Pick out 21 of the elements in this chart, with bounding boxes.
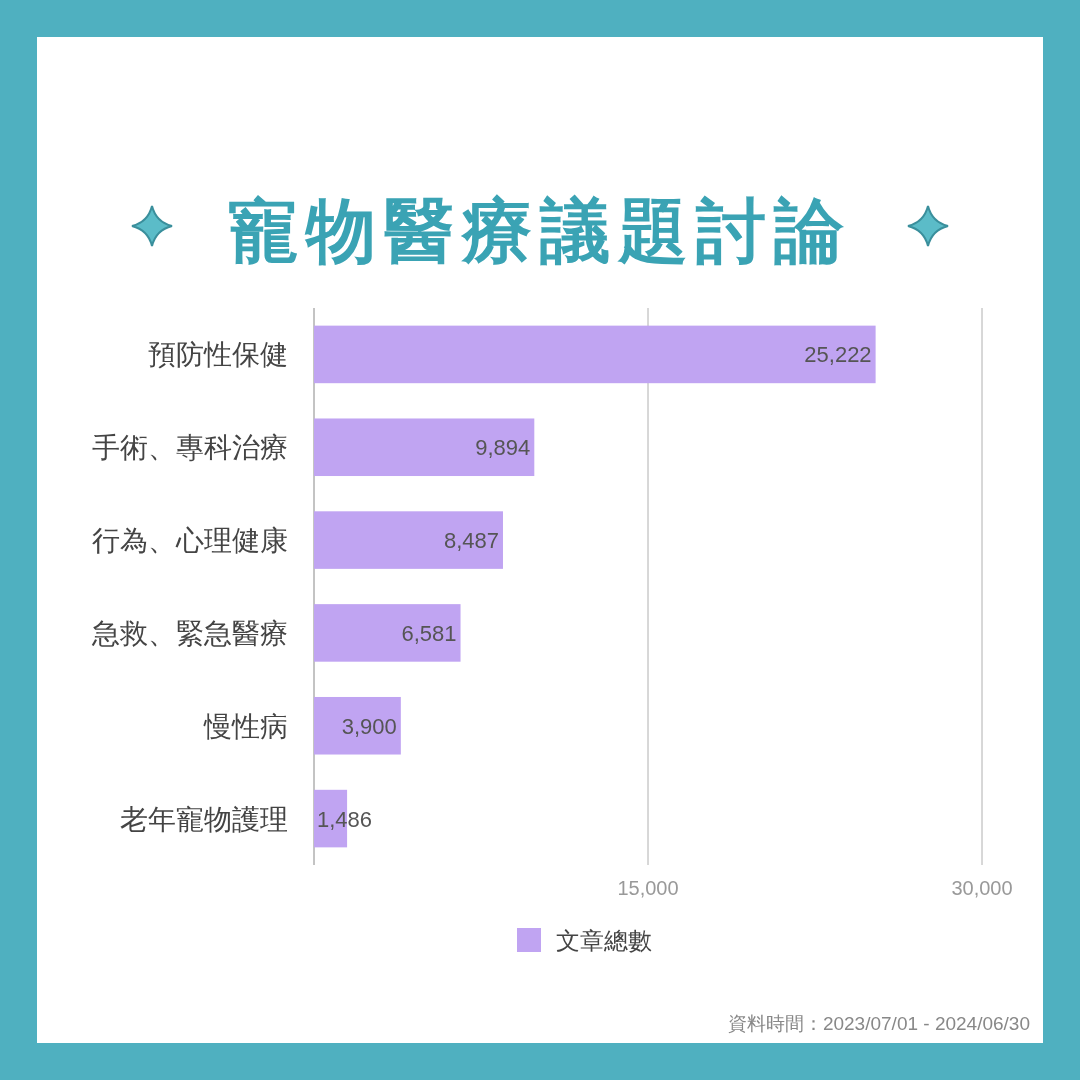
x-tick-label: 30,000 (951, 877, 1013, 899)
bar (314, 325, 876, 384)
bar (314, 604, 461, 662)
bar (314, 511, 503, 569)
data-label: 25,222 (804, 342, 872, 368)
text: 資料時間：2023/07/01 - 2024/06/30 (727, 1013, 1030, 1034)
bar (314, 696, 401, 755)
chart-title: 寵物醫療議題討論 (228, 192, 852, 270)
x-tick-label: 15,000 (617, 877, 679, 899)
bar (314, 418, 535, 477)
y-tick-label: 老年寵物護理 (120, 803, 288, 835)
y-tick-label: 慢性病 (203, 710, 288, 742)
data-label: 3,900 (341, 713, 397, 739)
y-tick-label: 急救、緊急醫療 (91, 617, 288, 649)
data-label: 9,894 (475, 435, 531, 461)
data-label: 8,487 (443, 528, 499, 554)
y-tick-label: 預防性保健 (148, 339, 288, 371)
y-tick-label: 行為、心理健康 (92, 525, 288, 557)
legend-label: 文章總數 (556, 927, 652, 954)
data-label: 6,581 (401, 620, 457, 646)
y-tick-label: 手術、專科治療 (92, 432, 288, 464)
